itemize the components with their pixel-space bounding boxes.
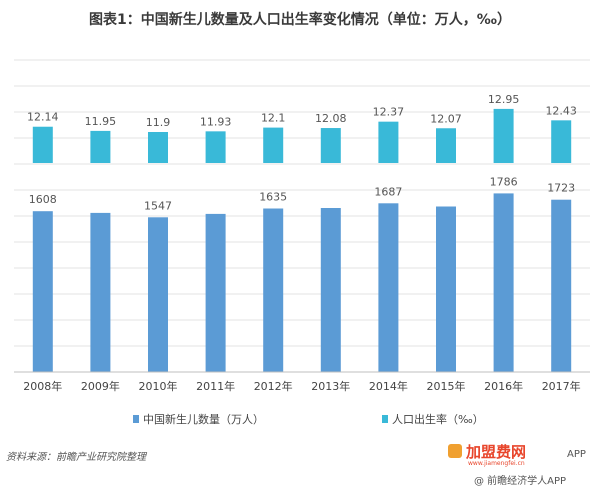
app-credit-text: @ 前瞻经济学人APP [474, 474, 566, 487]
births-value-label: 1723 [547, 182, 575, 195]
legend-label-rate: 人口出生率（‰） [392, 412, 484, 426]
rate-bar [90, 130, 111, 163]
x-tick-label: 2012年 [254, 379, 293, 393]
data-labels: 1608 12.14 11.95 1547 11.9 11.93 1635 12.1 12.08… [27, 93, 577, 212]
legend-swatch-rate [382, 415, 388, 423]
x-tick-label: 2010年 [139, 379, 178, 393]
births-value-label: 1635 [259, 191, 287, 204]
logo-url-text: www.jiamengfei.cn [468, 460, 525, 467]
births-bar [263, 208, 284, 372]
legend: 中国新生儿数量（万人） 人口出生率（‰） [133, 412, 484, 426]
x-tick-label: 2016年 [484, 379, 523, 393]
logo-icon [448, 444, 462, 458]
births-bar [436, 206, 456, 372]
rate-value-label: 11.93 [200, 115, 232, 128]
rate-bar [493, 108, 514, 163]
x-tick-labels: 2008年 2009年 2010年 2011年 2012年 2013年 2014年 2015年… [23, 379, 580, 393]
births-bar [32, 211, 53, 372]
x-tick-label: 2009年 [81, 379, 120, 393]
bars [32, 108, 572, 372]
source-note: 资料来源：前瞻产业研究院整理 [6, 451, 148, 463]
rate-value-label: 12.08 [315, 112, 347, 125]
rate-value-label: 11.9 [146, 116, 171, 129]
rate-bar [378, 121, 399, 163]
rate-bar [32, 126, 53, 163]
rate-bar [551, 120, 572, 163]
rate-value-label: 12.07 [430, 112, 462, 125]
watermark-logo: 加盟费网 APP www.jiamengfei.cn @ 前瞻经济学人APP [448, 443, 586, 487]
legend-label-births: 中国新生儿数量（万人） [143, 412, 264, 426]
births-value-label: 1786 [490, 175, 518, 188]
rate-value-label: 12.37 [373, 106, 405, 119]
x-tick-label: 2014年 [369, 379, 408, 393]
births-value-label: 1687 [374, 185, 402, 198]
rate-value-label: 12.43 [545, 104, 577, 117]
births-bar [320, 208, 341, 372]
births-value-label: 1547 [144, 199, 172, 212]
births-value-label: 1608 [29, 193, 57, 206]
x-tick-label: 2015年 [427, 379, 466, 393]
rate-bar [320, 128, 341, 163]
logo-brand-text: 加盟费网 [465, 443, 526, 461]
x-tick-label: 2017年 [542, 379, 581, 393]
x-tick-label: 2013年 [311, 379, 350, 393]
births-bar [205, 213, 226, 372]
x-tick-label: 2011年 [196, 379, 235, 393]
rate-value-label: 11.95 [85, 115, 117, 128]
births-bar [90, 212, 111, 372]
rate-value-label: 12.1 [261, 112, 286, 125]
chart-title: 图表1：中国新生儿数量及人口出生率变化情况（单位：万人，‰） [89, 11, 511, 28]
births-bar [551, 199, 572, 372]
rate-bar [205, 131, 226, 163]
births-bar [148, 217, 168, 372]
rate-value-label: 12.95 [488, 93, 520, 106]
rate-bar [436, 128, 456, 163]
rate-bar [263, 127, 284, 163]
births-bar [493, 193, 514, 372]
births-bar [378, 203, 399, 372]
rate-bar [148, 132, 168, 163]
legend-swatch-births [133, 415, 139, 423]
x-tick-label: 2008年 [23, 379, 62, 393]
rate-value-label: 12.14 [27, 111, 59, 124]
logo-app-text: APP [567, 449, 586, 460]
